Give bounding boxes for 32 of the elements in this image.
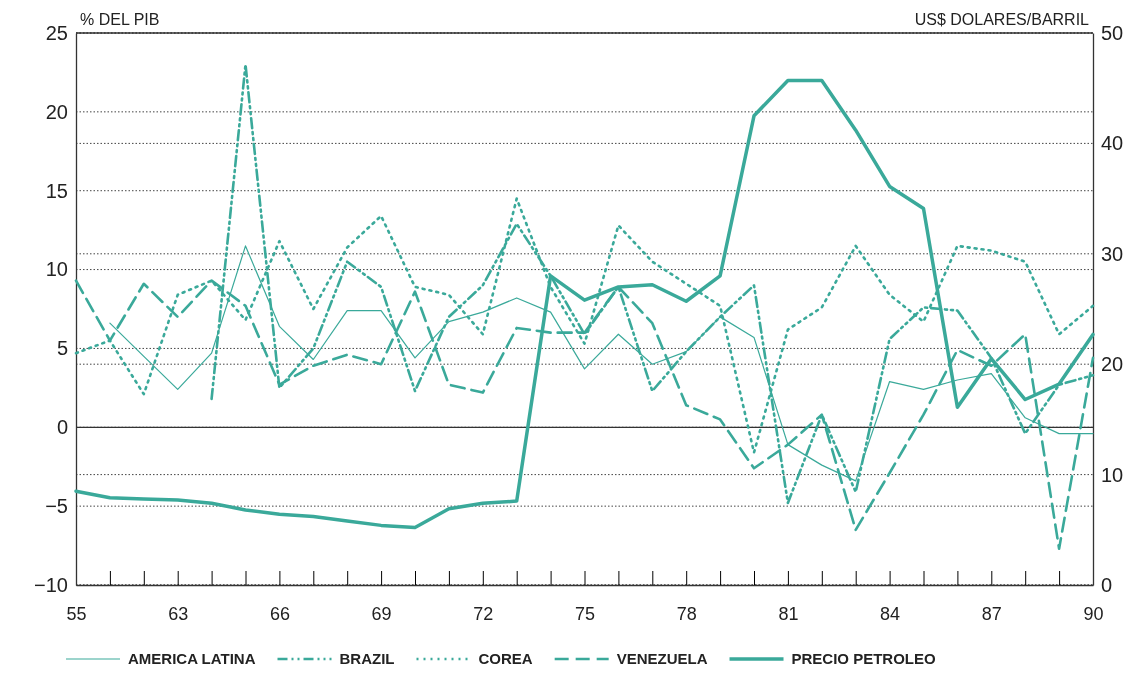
x-tick-label: 75 (574, 603, 596, 624)
y-tick-label: 5 (56, 337, 68, 360)
x-tick-label: 72 (473, 603, 494, 624)
x-tick-label: 69 (371, 603, 392, 624)
x-tick-label: 55 (66, 603, 87, 624)
y-tick-label: −5 (45, 495, 68, 518)
legend-label: PRECIO PETROLEO (791, 650, 937, 667)
y2-tick-label: 30 (1101, 242, 1124, 265)
legend-label: COREA (478, 650, 533, 667)
legend-label: BRAZIL (339, 650, 395, 667)
legend-label: VENEZUELA (616, 650, 708, 667)
x-tick-label: 63 (168, 603, 189, 624)
y-tick-label: 15 (45, 179, 68, 202)
y-axis-title: % DEL PIB (80, 11, 160, 28)
x-tick-label: 84 (880, 603, 901, 624)
legend-label: AMERICA LATINA (128, 650, 256, 667)
y-tick-label: 20 (45, 100, 68, 123)
y2-tick-label: 50 (1101, 21, 1124, 44)
x-tick-label: 87 (981, 603, 1002, 624)
x-tick-label: 81 (778, 603, 799, 624)
y2-axis-title: US$ DOLARES/BARRIL (914, 11, 1090, 28)
y2-tick-label: 20 (1101, 353, 1124, 376)
x-tick-label: 90 (1083, 603, 1104, 624)
x-tick-label: 66 (269, 603, 290, 624)
y2-tick-label: 40 (1101, 132, 1124, 155)
y-tick-label: 0 (56, 416, 68, 439)
y-tick-label: 10 (45, 258, 68, 281)
y2-tick-label: 0 (1101, 573, 1113, 596)
y-tick-label: −10 (34, 573, 68, 596)
y-tick-label: 25 (45, 21, 68, 44)
y2-tick-label: 10 (1101, 463, 1124, 486)
x-tick-label: 78 (676, 603, 697, 624)
